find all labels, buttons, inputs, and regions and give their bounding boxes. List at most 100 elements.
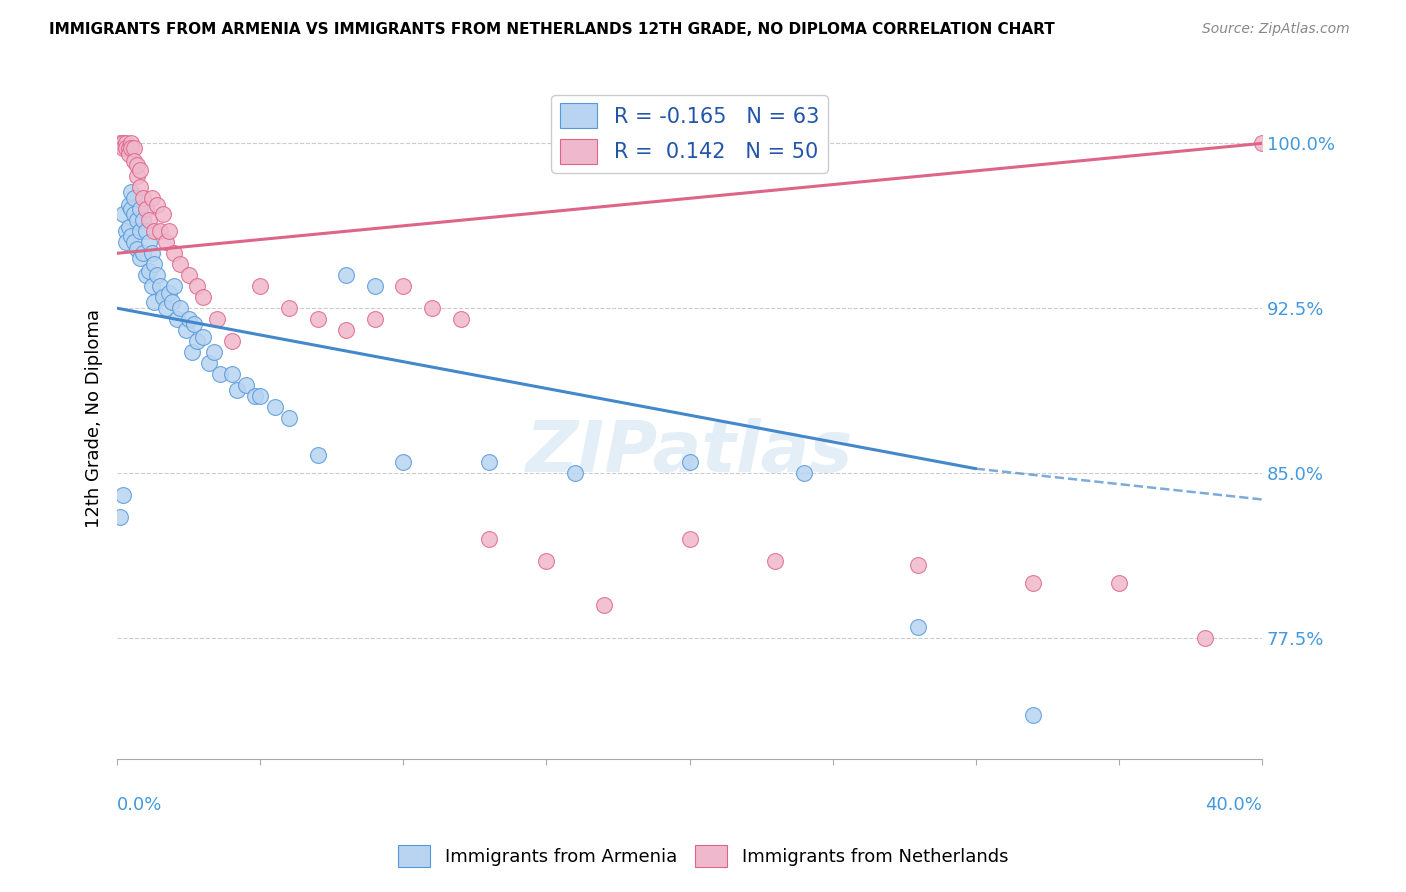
Point (277, 301, 299, 316)
Point (121, 141, 143, 155)
Point (114, 141, 136, 155)
Point (135, 268, 157, 283)
Point (186, 334, 208, 348)
Point (592, 598, 614, 612)
Point (160, 294, 183, 309)
Point (478, 532, 501, 546)
Point (392, 455, 415, 469)
Point (111, 207, 134, 221)
Point (121, 185, 143, 199)
Point (143, 224, 166, 238)
Point (152, 207, 174, 221)
Point (191, 330, 214, 344)
Point (907, 558, 929, 573)
Point (564, 466, 586, 480)
Point (117, 147, 139, 161)
Point (111, 141, 134, 155)
Point (124, 141, 146, 155)
Point (307, 312, 329, 326)
Text: ZIPatlas: ZIPatlas (526, 417, 853, 487)
Point (335, 268, 357, 283)
Point (307, 449, 329, 463)
Legend: R = -0.165   N = 63, R =  0.142   N = 50: R = -0.165 N = 63, R = 0.142 N = 50 (551, 95, 828, 172)
Point (132, 191, 155, 205)
Point (127, 158, 149, 172)
Point (209, 367, 232, 381)
Point (163, 246, 186, 260)
Point (1108, 576, 1130, 591)
Point (183, 317, 205, 331)
Point (132, 246, 155, 260)
Point (146, 198, 169, 212)
Point (129, 224, 152, 238)
Text: 0.0%: 0.0% (117, 797, 163, 814)
Point (177, 312, 200, 326)
Point (138, 264, 160, 278)
Point (197, 356, 219, 370)
Point (263, 400, 285, 414)
Point (180, 345, 202, 359)
Point (1251, 136, 1274, 151)
Point (141, 191, 163, 205)
Text: Source: ZipAtlas.com: Source: ZipAtlas.com (1202, 22, 1350, 37)
Point (138, 235, 160, 250)
Point (149, 224, 172, 238)
Point (364, 312, 387, 326)
Y-axis label: 12th Grade, No Diploma: 12th Grade, No Diploma (86, 309, 103, 527)
Point (163, 279, 186, 293)
Point (143, 294, 166, 309)
Point (124, 153, 146, 168)
Point (221, 367, 243, 381)
Point (155, 235, 177, 250)
Point (129, 180, 152, 194)
Point (249, 279, 271, 293)
Text: IMMIGRANTS FROM ARMENIA VS IMMIGRANTS FROM NETHERLANDS 12TH GRADE, NO DIPLOMA CO: IMMIGRANTS FROM ARMENIA VS IMMIGRANTS FR… (49, 22, 1054, 37)
Point (129, 202, 152, 217)
Point (152, 290, 174, 304)
Point (111, 488, 134, 502)
Point (121, 136, 143, 151)
Point (420, 301, 443, 316)
Point (117, 198, 139, 212)
Point (124, 207, 146, 221)
Point (138, 213, 160, 227)
Point (114, 224, 136, 238)
Point (146, 268, 169, 283)
Point (129, 251, 152, 265)
Point (157, 285, 180, 300)
Point (117, 141, 139, 155)
Point (174, 323, 197, 337)
Point (678, 455, 700, 469)
Point (536, 554, 558, 568)
Point (221, 334, 243, 348)
Legend: Immigrants from Armenia, Immigrants from Netherlands: Immigrants from Armenia, Immigrants from… (391, 838, 1015, 874)
Point (124, 235, 146, 250)
Point (132, 213, 155, 227)
Point (191, 290, 214, 304)
Point (135, 224, 157, 238)
Point (169, 257, 191, 271)
Point (114, 136, 136, 151)
Point (1194, 631, 1216, 645)
Point (249, 389, 271, 403)
Point (277, 411, 299, 425)
Point (143, 257, 166, 271)
Point (204, 345, 226, 359)
Point (121, 228, 143, 243)
Point (135, 202, 157, 217)
Point (392, 279, 415, 293)
Point (121, 202, 143, 217)
Point (127, 242, 149, 256)
Point (1022, 576, 1045, 591)
Point (108, 510, 131, 524)
Point (450, 312, 472, 326)
Point (127, 169, 149, 184)
Point (226, 383, 249, 397)
Point (793, 466, 815, 480)
Point (478, 455, 501, 469)
Point (108, 136, 131, 151)
Point (207, 312, 229, 326)
Point (114, 235, 136, 250)
Point (169, 301, 191, 316)
Point (678, 532, 700, 546)
